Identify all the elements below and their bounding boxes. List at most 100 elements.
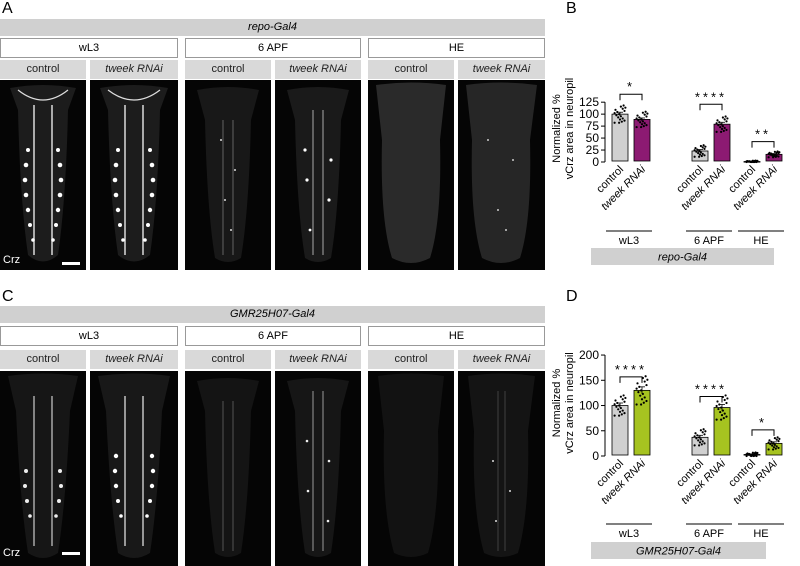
data-point: [693, 149, 696, 152]
data-point: [704, 430, 707, 433]
stain-label: Crz: [3, 254, 21, 266]
scale-bar: [62, 262, 80, 265]
stage-label-wl3-top: wL3: [0, 38, 178, 58]
data-point: [725, 120, 728, 123]
data-point: [775, 438, 778, 441]
condition-label: tweek RNAi: [458, 350, 545, 369]
data-point: [770, 440, 773, 443]
data-point: [771, 154, 774, 157]
data-point: [767, 152, 770, 156]
data-point: [699, 438, 702, 441]
data-point: [703, 442, 706, 445]
driver-footer-label: repo-Gal4: [658, 252, 707, 264]
data-point: [703, 154, 706, 157]
data-point: [646, 378, 649, 381]
data-point: [622, 104, 625, 107]
data-point: [777, 152, 780, 155]
y-tick-label: 50: [586, 424, 600, 438]
data-point: [773, 443, 776, 446]
y-axis-title: vCrz area in neuropil: [564, 78, 576, 180]
data-point: [745, 453, 748, 456]
data-point: [724, 394, 727, 397]
data-point: [773, 436, 776, 440]
condition-label: control: [368, 60, 454, 79]
condition-label: control: [0, 350, 86, 369]
y-axis-title: vCrz area in neuropil: [564, 352, 576, 454]
data-point: [774, 155, 777, 158]
data-point: [636, 114, 639, 117]
data-point: [636, 382, 639, 385]
data-point: [778, 437, 781, 440]
data-point: [644, 375, 647, 378]
significance-bracket: [751, 141, 775, 148]
data-point: [721, 409, 724, 412]
data-point: [715, 130, 718, 133]
panel-letter-d: D: [566, 288, 578, 305]
data-point: [755, 160, 758, 163]
data-point: [720, 406, 723, 409]
data-point: [745, 454, 748, 458]
data-point: [614, 399, 617, 402]
micrograph-he-tweek-rnai-bottom: [458, 371, 545, 566]
y-tick-label: 75: [586, 119, 600, 133]
data-point: [621, 117, 624, 120]
significance-stars: ****: [695, 89, 727, 104]
driver-footer-bar: [591, 542, 766, 559]
data-point: [718, 403, 721, 406]
data-point: [635, 387, 638, 390]
data-point: [641, 120, 644, 123]
data-point: [725, 401, 728, 405]
data-point: [643, 113, 646, 116]
data-point: [722, 129, 725, 132]
significance-bracket: [699, 396, 723, 403]
data-point: [767, 441, 770, 444]
data-point: [777, 155, 780, 158]
data-point: [701, 431, 704, 434]
data-point: [613, 403, 616, 406]
y-tick-label: 25: [586, 143, 600, 157]
stage-label-he-top: HE: [368, 38, 545, 58]
data-point: [755, 452, 758, 455]
data-point: [721, 116, 724, 119]
scale-bar: [62, 552, 80, 555]
data-point: [776, 436, 779, 439]
data-point: [617, 116, 620, 119]
data-point: [704, 145, 707, 148]
bar: [611, 113, 629, 162]
data-point: [619, 395, 622, 398]
data-point: [697, 439, 700, 442]
significance-bracket: [619, 376, 643, 383]
data-point: [619, 115, 622, 118]
significance-stars: *: [627, 79, 635, 94]
y-axis-title: Normalized %: [551, 94, 563, 163]
data-point: [623, 109, 626, 113]
condition-label: control: [185, 350, 271, 369]
data-point: [616, 110, 619, 114]
data-point: [767, 448, 770, 451]
data-point: [724, 115, 727, 118]
data-point: [618, 121, 621, 124]
data-point: [638, 116, 641, 119]
data-point: [772, 446, 776, 449]
data-point: [750, 160, 753, 164]
group-label: wL3: [618, 235, 639, 247]
significance-bracket: [751, 429, 775, 436]
data-point: [747, 160, 750, 163]
data-point: [698, 441, 702, 444]
data-point: [698, 149, 701, 153]
data-point: [613, 111, 616, 115]
data-point: [699, 144, 702, 148]
data-point: [703, 433, 706, 436]
group-label: HE: [753, 235, 768, 247]
data-point: [693, 444, 696, 447]
stage-label-he-bottom: HE: [368, 326, 545, 346]
data-point: [701, 152, 704, 155]
data-point: [775, 151, 778, 154]
data-point: [702, 144, 705, 147]
data-point: [771, 444, 774, 447]
y-tick-label: 125: [579, 95, 599, 109]
y-tick-label: 0: [592, 449, 599, 463]
data-point: [701, 146, 704, 149]
data-point: [645, 399, 648, 403]
data-point: [640, 125, 643, 129]
